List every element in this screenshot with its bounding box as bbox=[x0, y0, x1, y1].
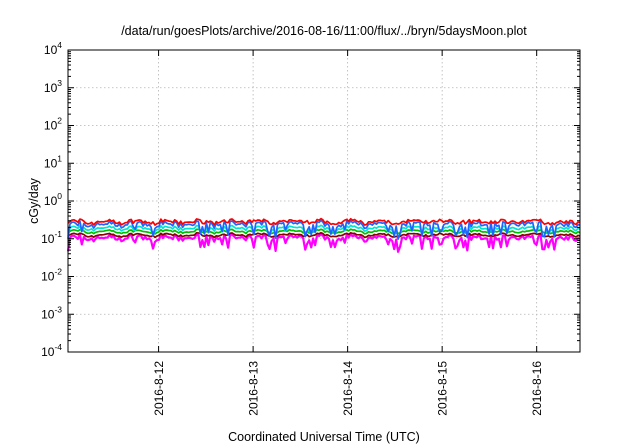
y-tick-label: 10-3 bbox=[41, 304, 62, 321]
x-tick-label: 2016-8-16 bbox=[530, 361, 544, 416]
grid bbox=[68, 49, 580, 353]
series-line bbox=[66, 233, 581, 253]
series-line bbox=[67, 219, 581, 240]
y-tick-label: 10-4 bbox=[41, 342, 62, 359]
y-tick-label: 100 bbox=[44, 191, 62, 208]
y-axis: 10-4 10-3 10-2 10-1 100 101 102 103 104 bbox=[41, 40, 580, 359]
x-axis: 2016-8-12 2016-8-13 2016-8-14 2016-8-15 2016… bbox=[152, 50, 544, 416]
series-lines bbox=[66, 217, 581, 253]
y-tick-label: 101 bbox=[44, 153, 62, 170]
x-tick-label: 2016-8-13 bbox=[247, 361, 261, 416]
x-axis-label: Coordinated Universal Time (UTC) bbox=[228, 430, 420, 444]
y-tick-label: 103 bbox=[44, 78, 62, 95]
chart-title: /data/run/goesPlots/archive/2016-08-16/1… bbox=[121, 24, 527, 38]
y-tick-label: 104 bbox=[44, 40, 62, 57]
y-axis-label: cGy/day bbox=[27, 177, 41, 224]
y-tick-label: 102 bbox=[44, 116, 62, 133]
x-tick-label: 2016-8-12 bbox=[152, 361, 166, 416]
y-tick-label: 10-1 bbox=[41, 229, 62, 246]
x-tick-label: 2016-8-15 bbox=[436, 361, 450, 416]
series-line bbox=[67, 217, 581, 226]
x-tick-label: 2016-8-14 bbox=[341, 361, 355, 416]
y-tick-label: 10-2 bbox=[41, 267, 62, 284]
